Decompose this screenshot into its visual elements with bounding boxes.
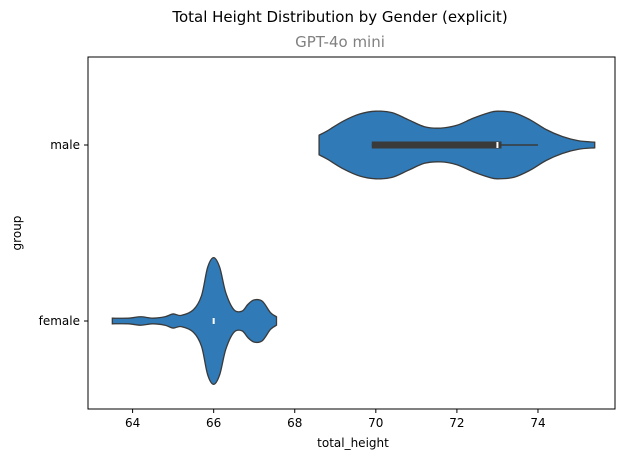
- violin-iqr-box-male: [371, 141, 502, 149]
- x-tick-label: 68: [287, 416, 302, 430]
- x-tick-label: 64: [125, 416, 140, 430]
- x-axis-label: total_height: [317, 436, 389, 450]
- y-axis: male female: [39, 138, 88, 328]
- violin-median-male: [496, 142, 499, 148]
- x-tick-label: 66: [206, 416, 221, 430]
- y-tick-label: female: [39, 314, 80, 328]
- chart-title: Total Height Distribution by Gender (exp…: [172, 8, 508, 26]
- y-axis-label: group: [10, 216, 24, 251]
- violin-median-female: [212, 318, 215, 324]
- x-tick-label: 72: [449, 416, 464, 430]
- chart-subtitle: GPT-4o mini: [295, 33, 385, 51]
- violin-layer: [111, 110, 596, 386]
- y-tick-label: male: [50, 138, 80, 152]
- violin-body-female: [111, 256, 278, 386]
- x-tick-label: 70: [368, 416, 383, 430]
- x-axis: 64 66 68 70 72 74: [125, 409, 546, 430]
- plot-frame: [87, 56, 616, 410]
- x-tick-label: 74: [530, 416, 545, 430]
